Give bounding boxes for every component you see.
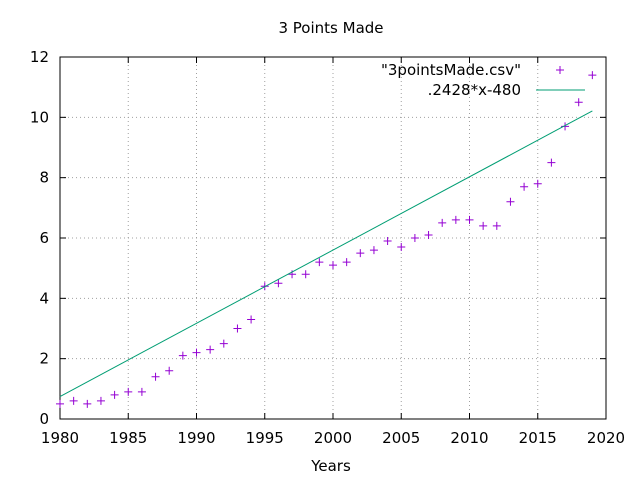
y-tick-label: 10 xyxy=(30,108,49,126)
data-point xyxy=(574,98,583,107)
x-tick-label: 1980 xyxy=(41,429,79,447)
data-point xyxy=(492,221,501,230)
fit-line xyxy=(59,110,593,397)
data-point xyxy=(369,246,378,255)
x-tick-label: 2005 xyxy=(382,429,420,447)
data-point xyxy=(479,221,488,230)
series-0 xyxy=(56,71,597,408)
legend-label: "3pointsMade.csv" xyxy=(381,61,521,79)
data-point xyxy=(438,218,447,227)
x-tick-label: 1995 xyxy=(246,429,284,447)
data-point xyxy=(206,345,215,354)
data-point xyxy=(124,387,133,396)
data-point xyxy=(192,348,201,357)
series-1 xyxy=(59,110,593,397)
x-tick-label: 2010 xyxy=(450,429,488,447)
data-point xyxy=(315,258,324,267)
x-tick-label: 2020 xyxy=(587,429,625,447)
data-point xyxy=(178,351,187,360)
data-point xyxy=(56,399,64,408)
data-point xyxy=(533,179,542,188)
data-point xyxy=(274,279,283,288)
data-point xyxy=(561,122,570,131)
x-tick-label: 2015 xyxy=(519,429,557,447)
data-point xyxy=(247,315,256,324)
data-point xyxy=(547,158,556,167)
data-point xyxy=(329,261,337,270)
data-point xyxy=(342,258,351,267)
data-point xyxy=(96,396,105,405)
data-point xyxy=(137,387,146,396)
data-series xyxy=(56,71,597,408)
y-tick-label: 4 xyxy=(39,289,49,307)
x-tick-label: 1985 xyxy=(109,429,147,447)
data-point xyxy=(151,372,160,381)
data-point xyxy=(233,324,242,333)
y-tick-label: 12 xyxy=(30,48,49,66)
data-point xyxy=(356,249,365,258)
data-point xyxy=(110,390,119,399)
data-point xyxy=(506,197,515,206)
data-point xyxy=(83,399,92,408)
chart-title: 3 Points Made xyxy=(278,19,383,37)
y-tick-label: 6 xyxy=(39,229,49,247)
data-point xyxy=(383,237,392,246)
data-point xyxy=(451,215,460,224)
data-point xyxy=(410,234,419,242)
x-tick-label: 2000 xyxy=(314,429,352,447)
y-tick-label: 8 xyxy=(39,169,49,187)
data-point xyxy=(397,243,406,252)
data-point xyxy=(424,230,433,239)
data-point xyxy=(165,366,174,375)
legend: "3pointsMade.csv" .2428*x-480 xyxy=(381,61,585,99)
data-point xyxy=(588,71,597,80)
data-point xyxy=(301,270,310,279)
y-tick-label: 0 xyxy=(39,410,49,428)
legend-marker xyxy=(556,66,564,74)
x-tick-label: 1990 xyxy=(177,429,215,447)
data-point xyxy=(69,396,78,405)
data-point xyxy=(520,182,529,191)
data-point xyxy=(219,339,228,348)
y-tick-label: 2 xyxy=(39,350,49,368)
legend-label: .2428*x-480 xyxy=(428,81,521,99)
data-point xyxy=(465,215,474,224)
grid xyxy=(60,57,606,419)
axis-ticks: 1980 1985 1990 1995 2000 2005 2010 2015 2020 0 2 4 6… xyxy=(30,48,625,447)
x-axis-label: Years xyxy=(310,457,351,475)
